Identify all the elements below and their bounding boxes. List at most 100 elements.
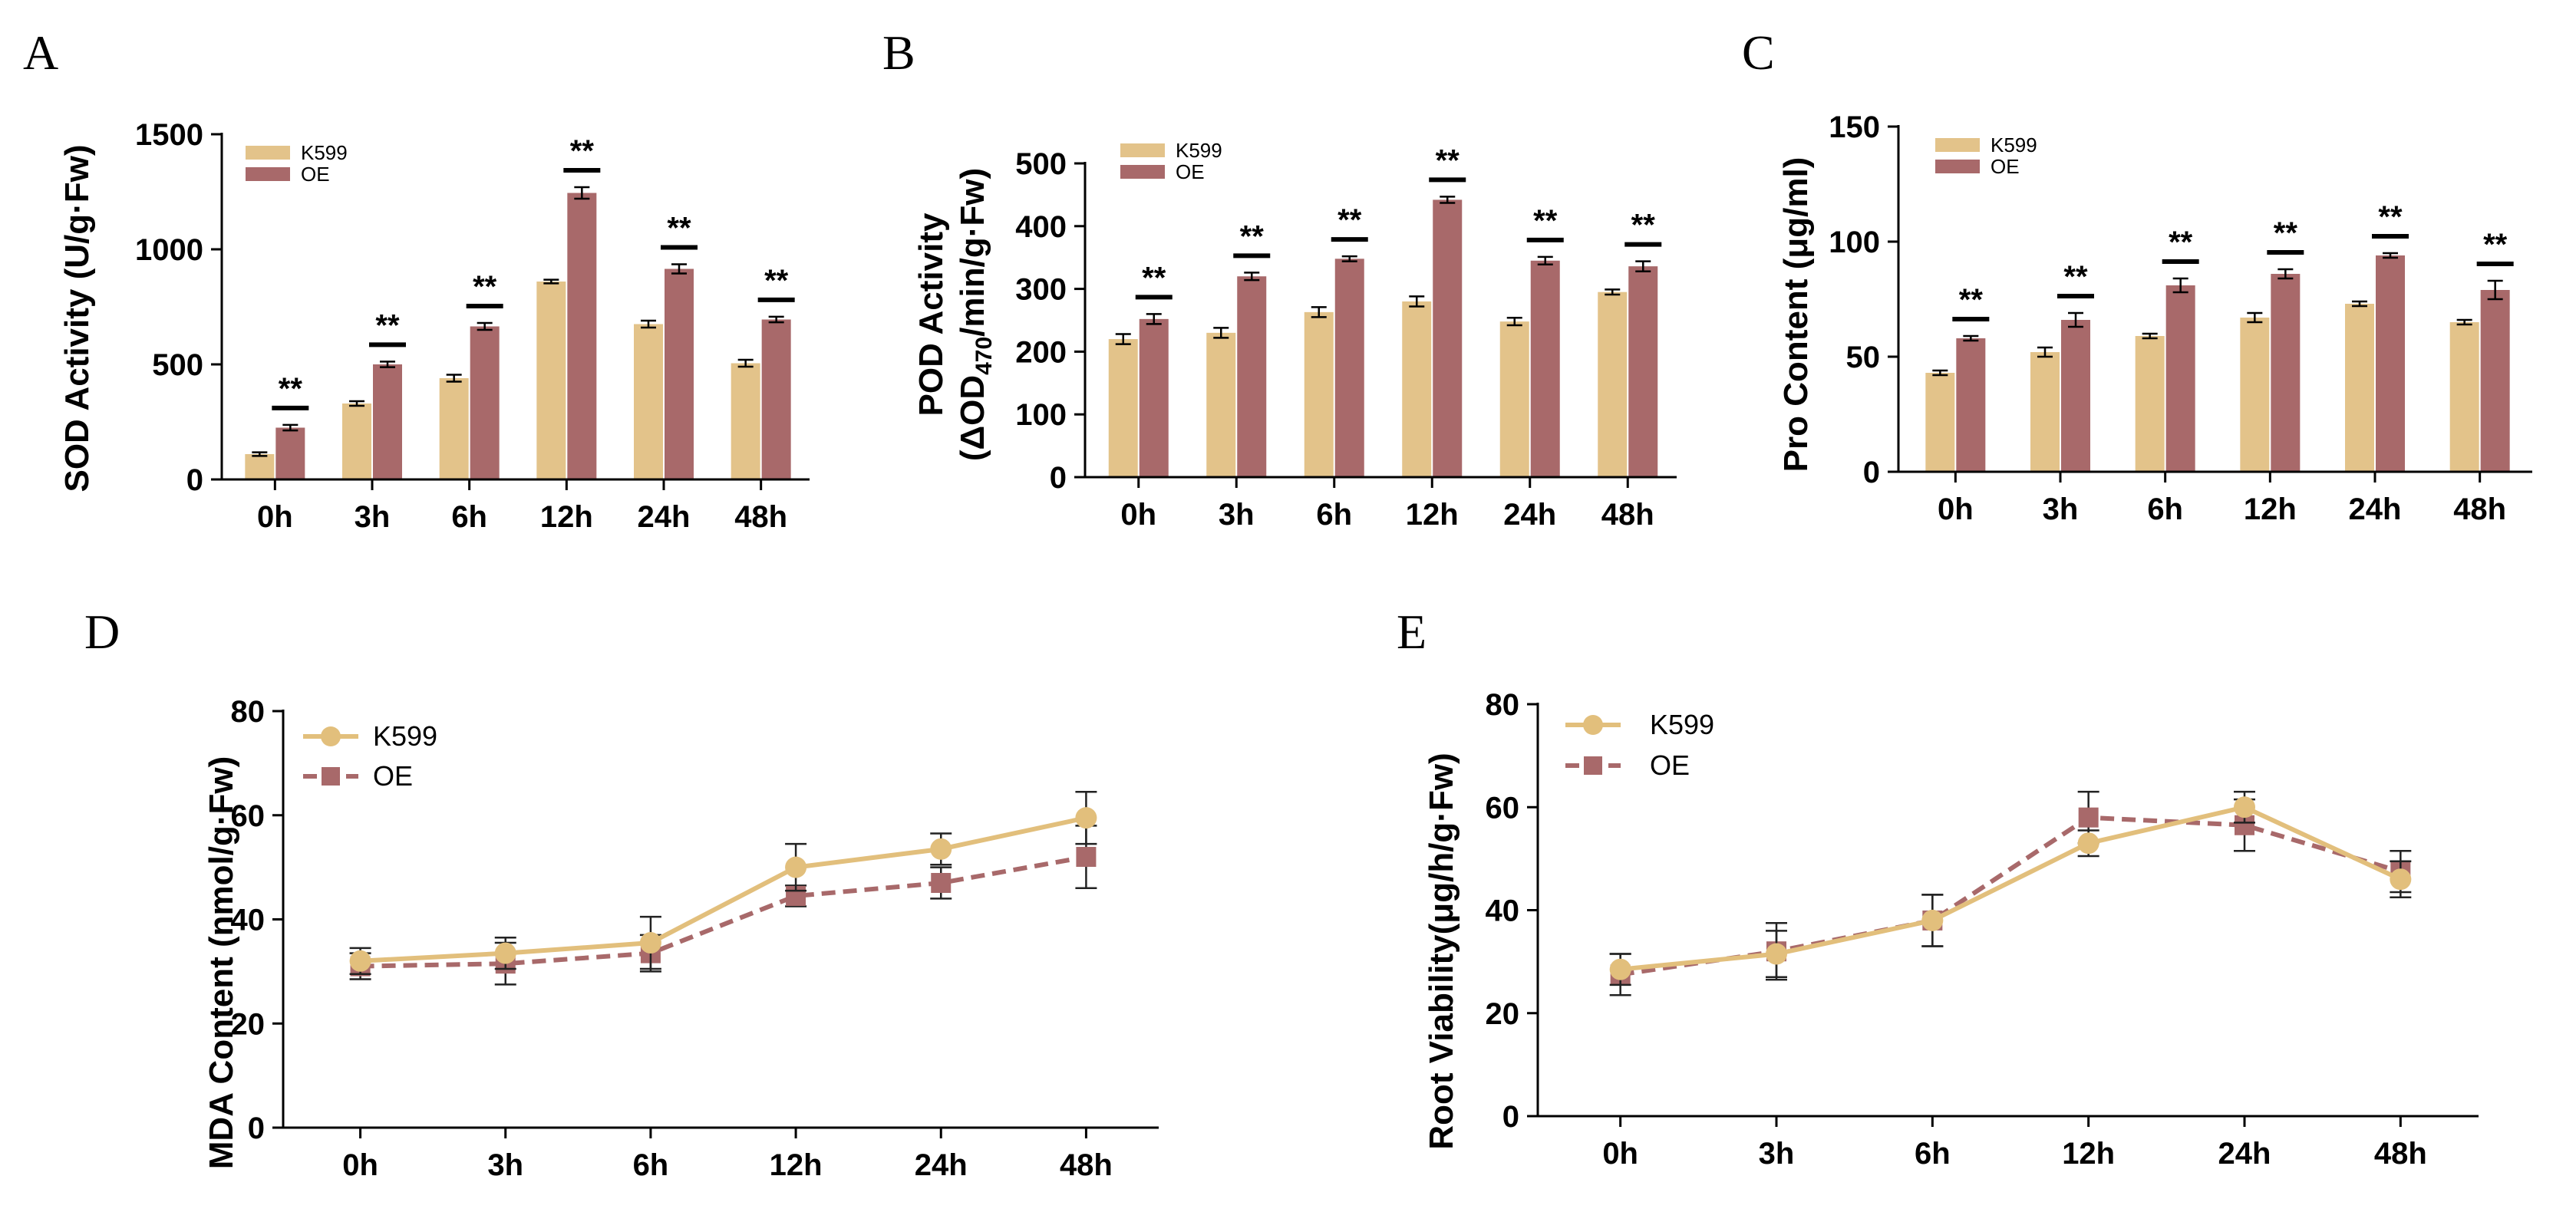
bar-oe-6h <box>470 326 500 479</box>
significance-label: ** <box>667 212 691 245</box>
point-oe-12h <box>2078 807 2099 828</box>
y-tick-label: 40 <box>231 904 266 937</box>
bar-k599-6h <box>1304 311 1334 477</box>
point-k599-12h <box>785 856 807 878</box>
bar-oe-48h <box>1628 266 1658 477</box>
x-tick-label: 48h <box>2374 1137 2427 1171</box>
significance-label: ** <box>1959 283 1984 317</box>
x-tick-label: 0h <box>257 500 293 534</box>
y-tick-label: 60 <box>231 799 266 833</box>
x-tick-label: 3h <box>2043 492 2079 526</box>
bar-oe-0h <box>275 427 305 479</box>
y-tick-label: 300 <box>1015 273 1067 307</box>
y-tick-label: 60 <box>1486 791 1520 825</box>
legend-label-oe: OE <box>1176 160 1205 183</box>
bar-k599-48h <box>2449 322 2479 472</box>
legend-label-k599: K599 <box>1991 133 2037 156</box>
y-tick-label: 80 <box>1486 688 1520 722</box>
panel-e: E Root Viability(μg/h/g·Fw) 0 20 40 60 80 0h 3… <box>1397 604 2479 1171</box>
panel-letter-b: B <box>882 25 915 80</box>
y-tick-label: 1000 <box>135 233 203 267</box>
y-axis-label-e: Root Viability(μg/h/g·Fw) <box>1423 753 1460 1149</box>
panel-c: C Pro Content (μg/ml) 0 50 100 150 0h 3h 6h 12h… <box>1742 25 2532 526</box>
bar-k599-24h <box>634 324 663 479</box>
legend-marker-oe <box>322 767 340 786</box>
bar-k599-3h <box>1206 332 1236 477</box>
bar-oe-12h <box>2271 274 2301 472</box>
series-line-k599 <box>360 815 1087 963</box>
legend-swatch-k599 <box>1935 138 1980 152</box>
significance-label: ** <box>2483 228 2508 262</box>
series-line-k599 <box>1620 805 2402 972</box>
significance-label: ** <box>279 372 303 406</box>
legend-marker-k599 <box>1583 715 1603 735</box>
y-tick-label: 100 <box>1015 398 1067 432</box>
x-tick-label: 12h <box>1406 498 1459 532</box>
y-tick-label: 400 <box>1015 210 1067 244</box>
legend-label-oe: OE <box>373 760 413 792</box>
legend-marker-oe <box>1584 756 1602 775</box>
x-tick-label: 24h <box>1503 498 1556 532</box>
bar-k599-6h <box>439 378 469 479</box>
significance-label: ** <box>1240 219 1265 253</box>
y-tick-label: 40 <box>1486 894 1520 928</box>
y-axis-label-b-line1: POD Activity <box>912 212 950 416</box>
point-k599-24h <box>2234 796 2255 819</box>
y-tick-label: 1500 <box>135 118 203 152</box>
significance-label: ** <box>2169 226 2193 259</box>
x-tick-label: 48h <box>1060 1148 1113 1182</box>
significance-label: ** <box>375 308 400 342</box>
significance-label: ** <box>2274 216 2298 250</box>
significance-label: ** <box>764 264 789 298</box>
panel-a: A SOD Activity (U/g·Fw) 0 500 1000 1500 0h 3h… <box>23 25 810 534</box>
x-tick-label: 24h <box>2218 1137 2271 1171</box>
bar-k599-6h <box>2135 336 2165 472</box>
legend-b: K599 OE <box>1120 139 1222 183</box>
point-oe-24h <box>931 872 952 893</box>
bar-oe-24h <box>1530 260 1560 477</box>
point-k599-3h <box>494 942 516 964</box>
x-tick-label: 0h <box>342 1148 378 1182</box>
legend-swatch-k599 <box>1120 143 1165 157</box>
x-tick-label: 3h <box>1219 498 1255 532</box>
x-tick-label: 12h <box>2062 1137 2115 1171</box>
x-tick-label: 0h <box>1938 492 1974 526</box>
legend-swatch-k599 <box>246 146 290 160</box>
series-line-oe <box>360 855 1087 969</box>
bar-k599-0h <box>1925 373 1955 472</box>
y-tick-label: 500 <box>152 348 203 382</box>
bar-oe-48h <box>761 319 791 479</box>
y-tick-label: 20 <box>1486 997 1520 1031</box>
x-tick-label: 12h <box>2244 492 2297 526</box>
x-tick-label: 12h <box>770 1148 823 1182</box>
legend-label-oe: OE <box>1991 155 2020 178</box>
bar-oe-0h <box>1956 338 1986 472</box>
point-k599-24h <box>930 838 952 860</box>
legend-swatch-oe <box>1120 165 1165 179</box>
x-tick-label: 48h <box>1601 498 1654 532</box>
legend-marker-k599 <box>321 726 341 746</box>
legend-swatch-oe <box>1935 160 1980 173</box>
bar-oe-6h <box>1334 259 1364 477</box>
x-tick-label: 3h <box>487 1148 523 1182</box>
bar-k599-3h <box>2030 352 2060 472</box>
point-oe-48h <box>1076 847 1097 868</box>
y-tick-label: 0 <box>1502 1100 1519 1134</box>
bar-oe-3h <box>2061 320 2090 472</box>
y-tick-label: 0 <box>1050 461 1067 495</box>
y-tick-label: 50 <box>1846 341 1881 374</box>
y-tick-label: 500 <box>1015 147 1067 181</box>
bar-oe-3h <box>373 364 402 479</box>
y-tick-label: 0 <box>248 1112 265 1145</box>
y-axis-label-d: MDA Content (nmol/g·Fw) <box>203 756 240 1169</box>
significance-label: ** <box>1337 203 1362 237</box>
point-k599-6h <box>639 932 661 954</box>
bar-k599-48h <box>731 363 760 479</box>
bar-oe-6h <box>2165 285 2195 472</box>
legend-label-oe: OE <box>301 163 330 186</box>
significance-label: ** <box>2378 200 2403 234</box>
significance-label: ** <box>473 270 497 304</box>
x-tick-label: 6h <box>2147 492 2183 526</box>
x-tick-label: 6h <box>451 500 487 534</box>
